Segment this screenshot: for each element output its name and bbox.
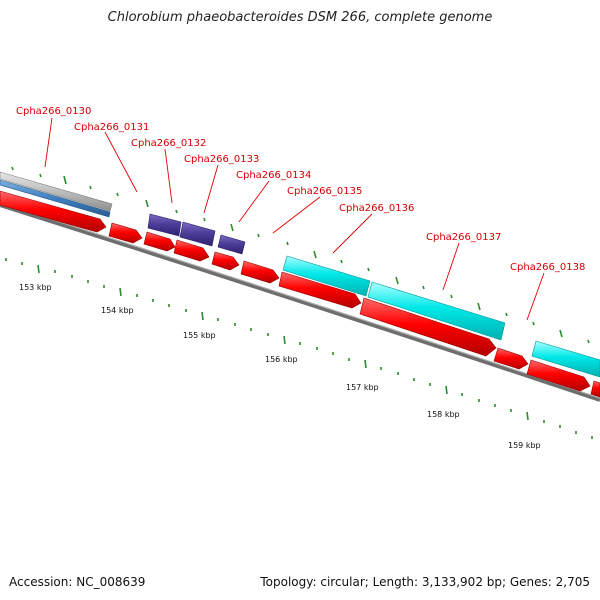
feature-gray-0130	[0, 171, 113, 212]
cds-arrow-0131	[108, 222, 143, 244]
tick-label-159: 159 kbp	[508, 441, 541, 450]
gene-label-0133: Cpha266_0133	[184, 154, 259, 165]
backbone	[0, 202, 600, 402]
gene-label-0130: Cpha266_0130	[16, 106, 91, 117]
gene-leader-lines	[44, 117, 545, 321]
cds-arrow-0137	[359, 297, 497, 357]
tick-label-157: 157 kbp	[346, 383, 379, 392]
outer-tick-ring	[11, 166, 590, 344]
cds-arrow-0133	[173, 239, 210, 262]
feature-purple-0132	[147, 213, 182, 237]
cds-arrow-0134	[211, 251, 240, 271]
map-title: Chlorobium phaeobacteroides DSM 266, com…	[107, 10, 493, 25]
tick-labels: 153 kbp 154 kbp 155 kbp 156 kbp 157 kbp …	[19, 283, 541, 450]
gene-label-0132: Cpha266_0132	[131, 138, 206, 149]
feature-blue-0130	[0, 179, 111, 218]
inner-tick-ring	[5, 258, 593, 439]
tick-label-156: 156 kbp	[265, 355, 298, 364]
feature-cyan-0138	[531, 340, 600, 378]
tick-label-153: 153 kbp	[19, 283, 52, 292]
feature-cyan-0136	[282, 255, 371, 297]
tick-label-155: 155 kbp	[183, 331, 216, 340]
feature-purple-0133	[179, 221, 216, 247]
gene-label-0131: Cpha266_0131	[74, 122, 149, 133]
feature-purple-0134	[217, 234, 246, 255]
gene-label-0138: Cpha266_0138	[510, 262, 585, 273]
gene-label-0134: Cpha266_0134	[236, 170, 311, 181]
cds-arrow-0135	[240, 260, 280, 284]
cds-arrow-0130	[0, 190, 107, 233]
cds-arrow-0136	[278, 271, 362, 309]
topology-text: Topology: circular; Length: 3,133,902 bp…	[260, 575, 590, 589]
cds-arrow-0139	[590, 380, 600, 398]
tick-label-154: 154 kbp	[101, 306, 134, 315]
gene-label-0136: Cpha266_0136	[339, 203, 414, 214]
gene-label-0135: Cpha266_0135	[287, 186, 362, 197]
feature-cyan-0137	[367, 281, 506, 341]
gene-label-0137: Cpha266_0137	[426, 232, 501, 243]
tick-label-158: 158 kbp	[427, 410, 460, 419]
cds-arrow-0137b	[493, 347, 529, 370]
gene-labels: Cpha266_0130 Cpha266_0131 Cpha266_0132 C…	[16, 106, 585, 273]
accession-text: Accession: NC_008639	[9, 575, 146, 589]
cds-arrow-0132	[143, 231, 176, 252]
cds-arrow-0138	[526, 359, 591, 392]
